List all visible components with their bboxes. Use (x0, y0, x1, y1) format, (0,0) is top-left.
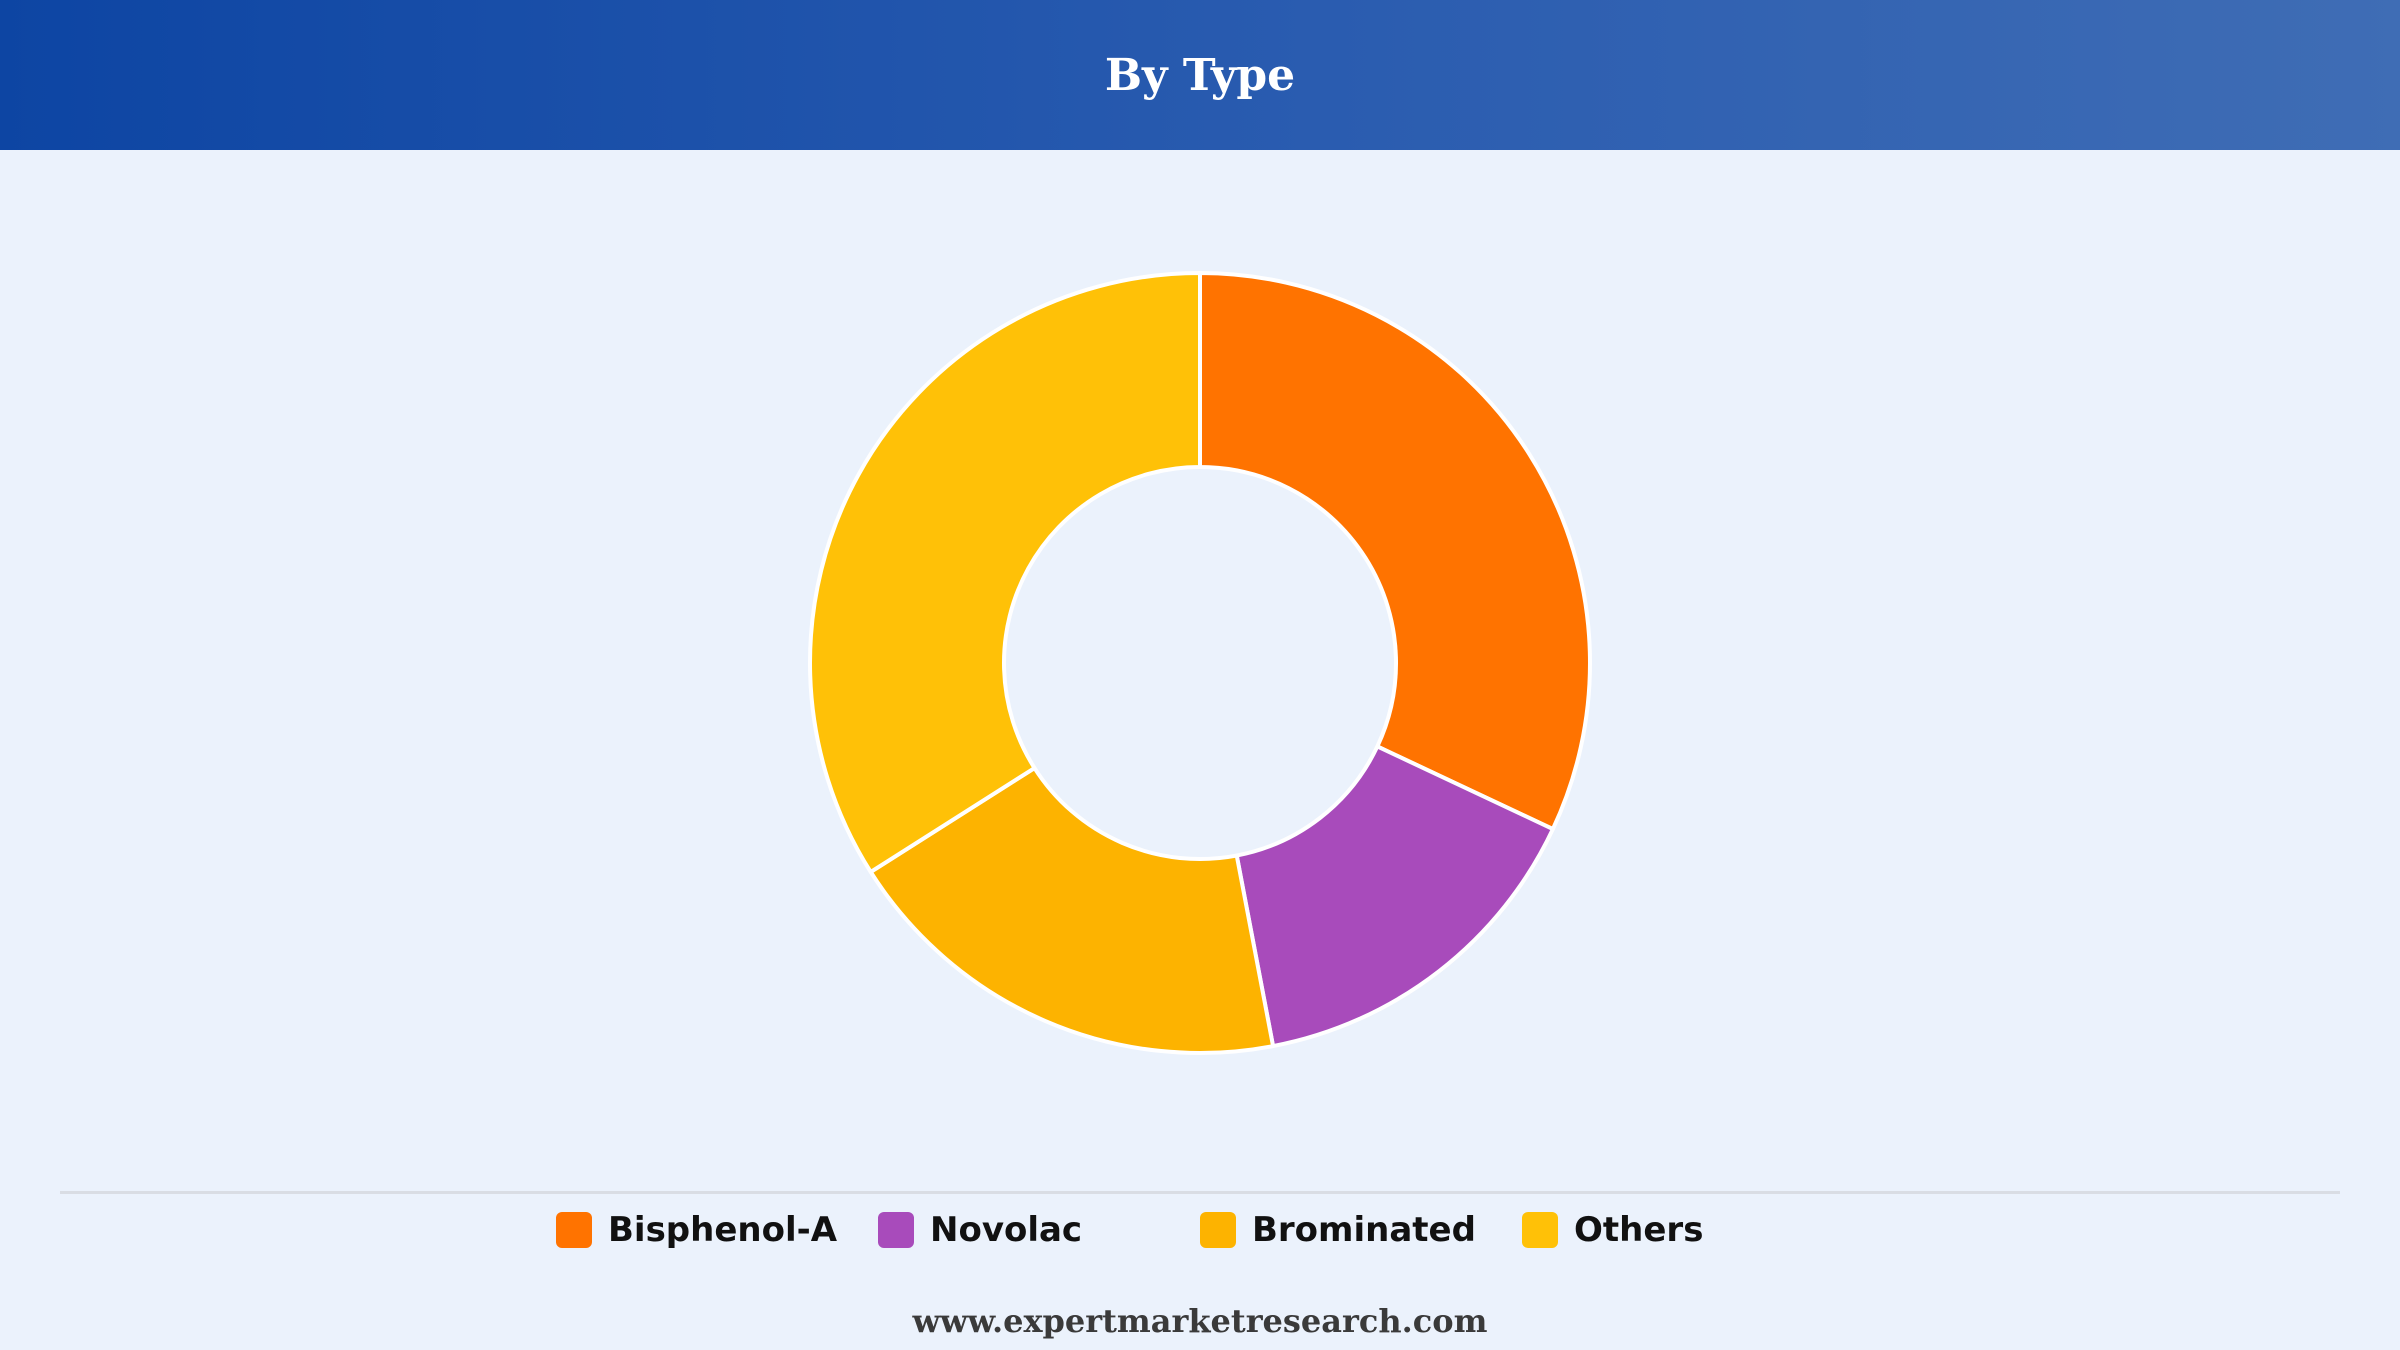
legend-label-novolac: Novolac (930, 1210, 1083, 1250)
legend-divider (60, 1191, 2340, 1194)
legend-item-others[interactable]: Others (1522, 1205, 1703, 1255)
donut-chart (808, 271, 1592, 1055)
header-banner (0, 0, 2400, 150)
donut-slice-bisphenol-a[interactable] (1198, 271, 1592, 832)
donut-slice-brominated[interactable] (868, 766, 1276, 1055)
legend-swatch-novolac (878, 1212, 914, 1248)
legend-item-novolac[interactable]: Novolac (878, 1205, 1082, 1255)
chart-title: By Type (1104, 49, 1296, 101)
legend-swatch-brominated (1200, 1212, 1236, 1248)
footer-source-url: www.expertmarketresearch.com (912, 1302, 1488, 1340)
legend-label-others: Others (1574, 1210, 1704, 1250)
legend-swatch-bisphenol-a (556, 1212, 592, 1248)
legend-label-brominated: Brominated (1252, 1210, 1476, 1250)
legend-swatch-others (1522, 1212, 1558, 1248)
legend-item-brominated[interactable]: Brominated (1200, 1205, 1476, 1255)
donut-slice-novolac[interactable] (1234, 744, 1555, 1049)
legend-label-bisphenol-a: Bisphenol-A (608, 1210, 838, 1250)
legend: Bisphenol-A Novolac Brominated Others (556, 1205, 1856, 1255)
legend-item-bisphenol-a[interactable]: Bisphenol-A (556, 1205, 837, 1255)
donut-slice-others[interactable] (808, 271, 1202, 874)
